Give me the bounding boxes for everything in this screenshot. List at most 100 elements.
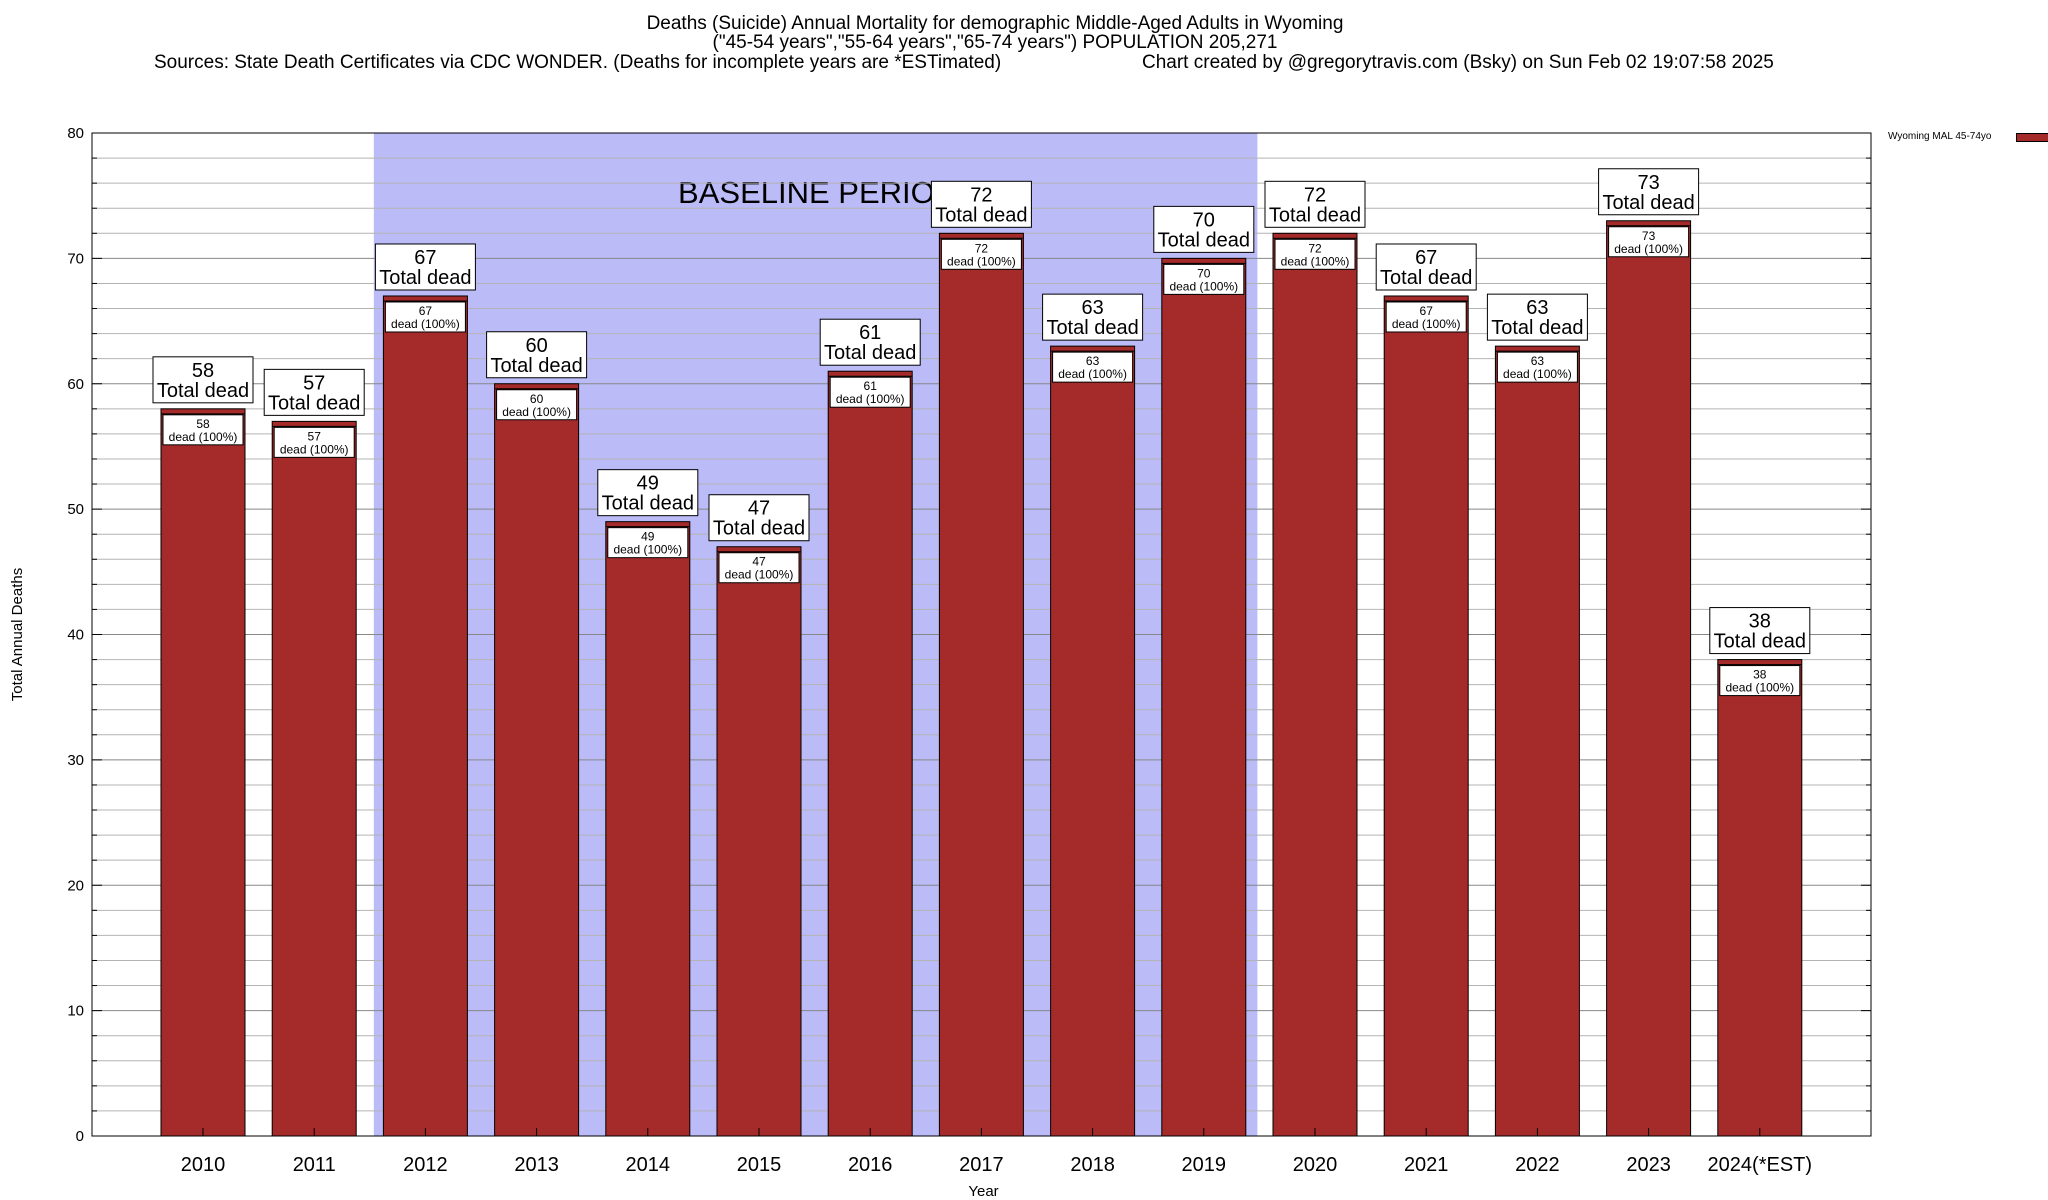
total-value-label: 60 xyxy=(525,335,547,357)
segment-percent-label: dead (100%) xyxy=(1058,367,1127,381)
y-tick-label: 80 xyxy=(67,125,84,142)
total-value-label: 72 xyxy=(1304,184,1326,206)
x-tick-label: 2021 xyxy=(1404,1154,1449,1176)
total-label-box xyxy=(708,494,810,542)
bar xyxy=(938,232,1024,1137)
bar xyxy=(1383,295,1469,1137)
segment-label-box xyxy=(384,301,466,333)
x-tick-label: 2014 xyxy=(626,1154,671,1176)
bar xyxy=(827,370,913,1137)
total-label-box xyxy=(819,318,921,366)
segment-value-label: 72 xyxy=(1308,241,1322,255)
y-tick-label: 30 xyxy=(67,752,84,769)
y-tick-label: 10 xyxy=(67,1003,84,1020)
total-value-label: 49 xyxy=(637,473,659,495)
segment-percent-label: dead (100%) xyxy=(1503,367,1572,381)
total-dead-label: Total dead xyxy=(824,342,916,364)
total-value-label: 58 xyxy=(192,360,214,382)
total-dead-label: Total dead xyxy=(268,392,360,414)
segment-value-label: 73 xyxy=(1642,229,1656,243)
total-label-box xyxy=(1375,243,1477,291)
segment-value-label: 63 xyxy=(1086,354,1100,368)
total-dead-label: Total dead xyxy=(1269,204,1361,226)
segment-label-box xyxy=(1274,238,1356,270)
segment-percent-label: dead (100%) xyxy=(1614,242,1683,256)
total-label-box xyxy=(1598,168,1700,216)
total-dead-label: Total dead xyxy=(935,204,1027,226)
segment-percent-label: dead (100%) xyxy=(613,543,682,557)
total-value-label: 38 xyxy=(1749,611,1771,633)
segment-label-box xyxy=(1052,351,1134,383)
bar xyxy=(1717,659,1803,1137)
segment-label-box xyxy=(1719,665,1801,697)
x-tick-label: 2017 xyxy=(959,1154,1004,1176)
x-tick-label: 2013 xyxy=(514,1154,559,1176)
x-tick-label: 2022 xyxy=(1515,1154,1560,1176)
segment-percent-label: dead (100%) xyxy=(836,392,905,406)
total-dead-label: Total dead xyxy=(490,355,582,377)
bar xyxy=(716,546,802,1137)
total-value-label: 70 xyxy=(1193,209,1215,231)
y-tick-label: 60 xyxy=(67,376,84,393)
segment-percent-label: dead (100%) xyxy=(391,317,460,331)
segment-label-box xyxy=(273,426,355,458)
segment-percent-label: dead (100%) xyxy=(725,568,794,582)
segment-value-label: 70 xyxy=(1197,266,1211,280)
segment-value-label: 72 xyxy=(975,241,989,255)
credit-text: Chart created by @gregorytravis.com (Bsk… xyxy=(1142,52,1774,73)
total-value-label: 67 xyxy=(1415,247,1437,269)
bar xyxy=(1494,345,1580,1137)
total-label-box xyxy=(374,243,476,291)
total-label-box xyxy=(597,469,699,517)
x-tick-label: 2016 xyxy=(848,1154,893,1176)
segment-percent-label: dead (100%) xyxy=(169,430,238,444)
segment-percent-label: dead (100%) xyxy=(1281,254,1350,268)
segment-percent-label: dead (100%) xyxy=(947,254,1016,268)
bar xyxy=(494,383,580,1137)
legend: Wyoming MAL 45-74yo xyxy=(1888,131,2048,142)
total-label-box xyxy=(1042,293,1144,341)
total-dead-label: Total dead xyxy=(1380,267,1472,289)
segment-value-label: 38 xyxy=(1753,668,1767,682)
y-tick-label: 40 xyxy=(67,627,84,644)
y-tick-label: 20 xyxy=(67,877,84,894)
bars xyxy=(160,220,1803,1137)
x-axis-label: Year xyxy=(968,1183,998,1200)
segment-value-label: 61 xyxy=(864,379,878,393)
segment-label-box xyxy=(829,376,911,408)
plot-frame xyxy=(91,132,1872,1137)
total-value-label: 67 xyxy=(414,247,436,269)
segment-value-label: 67 xyxy=(419,304,433,318)
bar xyxy=(1272,232,1358,1137)
chart-title: Deaths (Suicide) Annual Mortality for de… xyxy=(646,13,1344,34)
bar xyxy=(271,420,357,1137)
total-dead-label: Total dead xyxy=(1714,631,1806,653)
segment-label-box xyxy=(496,389,578,421)
segment-label-box xyxy=(718,552,800,584)
baseline-period-label: BASELINE PERIOD xyxy=(678,175,957,210)
segment-label-box xyxy=(940,238,1022,270)
y-axis-label: Total Annual Deaths xyxy=(9,568,26,701)
legend-label: Wyoming MAL 45-74yo xyxy=(1888,131,1992,142)
total-dead-label: Total dead xyxy=(713,518,805,540)
total-label-box xyxy=(930,180,1032,228)
total-value-label: 57 xyxy=(303,372,325,394)
segment-value-label: 63 xyxy=(1531,354,1545,368)
total-dead-label: Total dead xyxy=(379,267,471,289)
segment-label-box xyxy=(1163,263,1245,295)
total-label-box xyxy=(263,368,365,416)
x-tick-label: 2020 xyxy=(1293,1154,1338,1176)
x-tick-label: 2018 xyxy=(1070,1154,1115,1176)
axes: 0 10 20 30 40 50 60 70 80 2010 2011 2012 2013 2014 201… xyxy=(9,125,1872,1200)
segment-value-label: 49 xyxy=(641,530,655,544)
segment-label-box xyxy=(1608,226,1690,258)
x-tick-label: 2011 xyxy=(293,1154,336,1176)
total-dead-label: Total dead xyxy=(602,493,694,515)
bar xyxy=(1050,345,1136,1137)
segment-value-label: 58 xyxy=(196,417,210,431)
total-label-box xyxy=(1709,607,1811,655)
x-tick-label: 2012 xyxy=(403,1154,448,1176)
total-value-label: 63 xyxy=(1081,297,1103,319)
